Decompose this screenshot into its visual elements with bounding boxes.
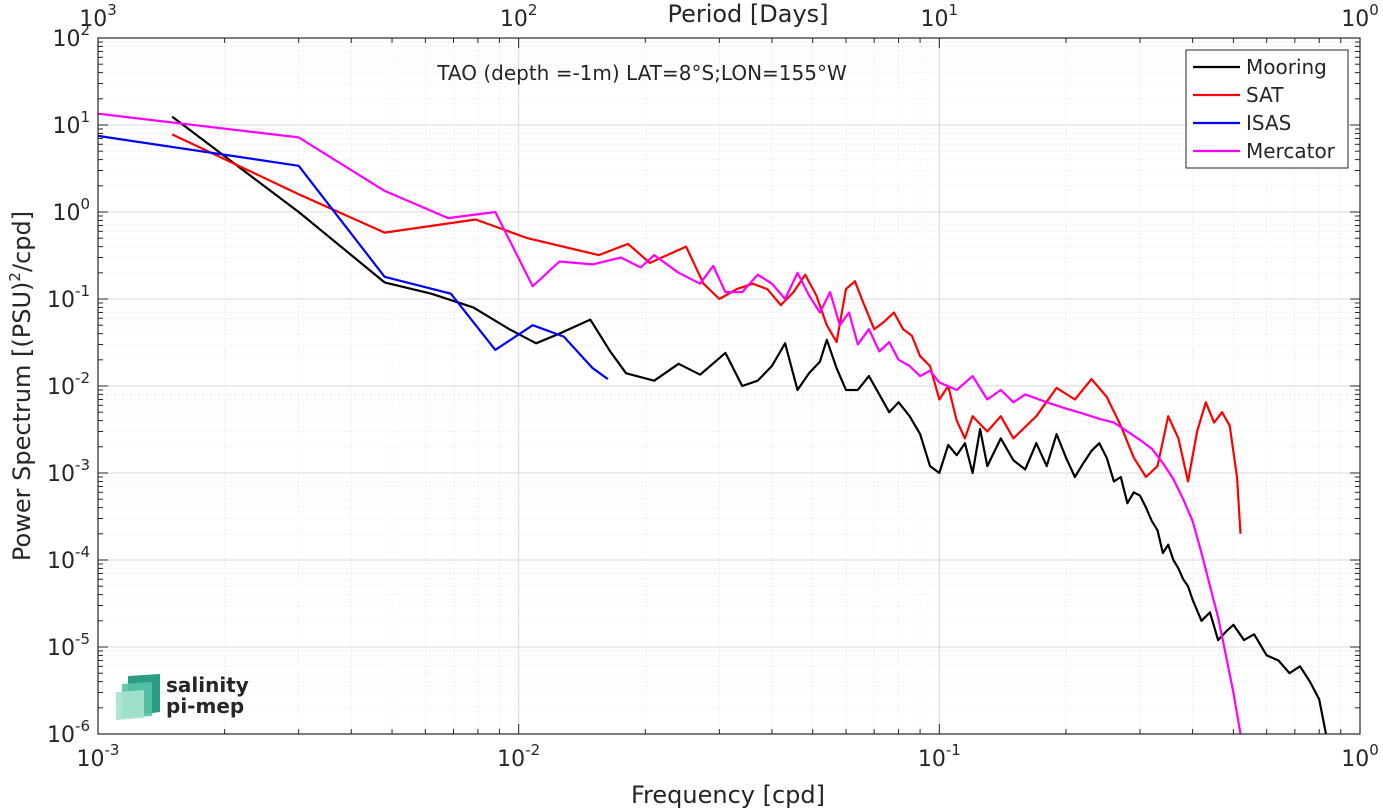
y-tick-label-base: 10 — [47, 375, 75, 400]
legend-box — [1185, 49, 1349, 169]
y-tick-label-exponent: -5 — [75, 630, 90, 648]
y-tick-label-exponent: 0 — [80, 195, 90, 213]
y-tick-label: 101 — [52, 108, 90, 139]
y-tick-label: 10-3 — [47, 456, 90, 487]
logo-text-line2: pi-mep — [166, 694, 244, 718]
top-tick-label: 100 — [1341, 1, 1379, 32]
logo-icon-wave-front — [116, 690, 144, 720]
x-tick-label-exponent: -3 — [105, 741, 120, 759]
y-tick-label-exponent: -6 — [75, 717, 90, 735]
x-tick-label-exponent: 0 — [1369, 741, 1379, 759]
x-tick-label: 100 — [1341, 741, 1379, 772]
y-tick-label: 10-4 — [47, 543, 90, 574]
series-lines — [98, 112, 1328, 734]
chart-annotation: TAO (depth =-1m) LAT=8°S;LON=155°W — [436, 61, 847, 85]
series-line-mercator — [98, 112, 1242, 734]
x-tick-label-base: 10 — [1341, 747, 1369, 772]
y-tick-label-exponent: 1 — [80, 108, 90, 126]
top-tick-label-base: 10 — [1341, 7, 1369, 32]
x-tick-label: 10-1 — [918, 741, 961, 772]
x-tick-label-base: 10 — [77, 747, 105, 772]
y-tick-label-exponent: -3 — [75, 456, 90, 474]
y-tick-label-base: 10 — [47, 549, 75, 574]
top-tick-label-base: 10 — [500, 7, 528, 32]
y-tick-label-base: 10 — [47, 636, 75, 661]
y-tick-label-base: 10 — [52, 27, 80, 52]
y-axis-title: Power Spectrum [(PSU)2/cpd] — [6, 211, 36, 561]
x-tick-label: 10-3 — [77, 741, 120, 772]
top-tick-label-exponent: 3 — [107, 1, 117, 19]
y-tick-label-exponent: -4 — [75, 543, 90, 561]
y-tick-label-exponent: -2 — [75, 369, 90, 387]
top-tick-label: 103 — [79, 1, 117, 32]
y-tick-label-base: 10 — [47, 288, 75, 313]
series-line-sat — [171, 133, 1242, 534]
x-tick-label-exponent: -2 — [525, 741, 540, 759]
logo-text-line1: salinity — [166, 673, 249, 697]
y-tick-label: 10-2 — [47, 369, 90, 400]
salinity-pi-mep-logo: salinity pi-mep — [116, 673, 249, 720]
top-tick-label-base: 10 — [79, 7, 107, 32]
top-tick-label-base: 10 — [921, 7, 949, 32]
top-tick-label-exponent: 1 — [949, 1, 959, 19]
legend-label-mooring: Mooring — [1246, 55, 1327, 79]
x-tick-label-base: 10 — [497, 747, 525, 772]
legend: Mooring SAT ISAS Mercator — [1185, 49, 1349, 169]
x-axis-title: Frequency [cpd] — [631, 781, 825, 809]
y-tick-label-exponent: 2 — [80, 21, 90, 39]
y-tick-label: 10-1 — [47, 282, 90, 313]
legend-label-mercator: Mercator — [1246, 139, 1336, 163]
y-tick-label-base: 10 — [47, 723, 75, 748]
x-tick-label-exponent: -1 — [946, 741, 961, 759]
top-tick-label-exponent: 0 — [1369, 1, 1379, 19]
series-line-isas — [98, 134, 609, 380]
y-tick-label-base: 10 — [52, 201, 80, 226]
y-axis-title-main: Power Spectrum [(PSU) — [8, 282, 36, 561]
y-tick-label: 10-5 — [47, 630, 90, 661]
series-line-mooring — [171, 115, 1328, 734]
x-tick-label: 10-2 — [497, 741, 540, 772]
axis-ticks — [97, 38, 1360, 735]
top-axis-title: Period [Days] — [667, 0, 828, 28]
y-tick-label: 102 — [52, 21, 90, 52]
top-tick-label-exponent: 2 — [528, 1, 538, 19]
top-tick-label: 102 — [500, 1, 538, 32]
x-tick-label-base: 10 — [918, 747, 946, 772]
y-tick-label: 100 — [52, 195, 90, 226]
legend-label-isas: ISAS — [1246, 111, 1291, 135]
top-tick-label: 101 — [921, 1, 959, 32]
y-tick-label-base: 10 — [47, 462, 75, 487]
y-tick-label-base: 10 — [52, 114, 80, 139]
y-axis-title-tail: /cpd] — [8, 211, 36, 272]
y-tick-label-exponent: -1 — [75, 282, 90, 300]
y-tick-label: 10-6 — [47, 717, 90, 748]
legend-label-sat: SAT — [1246, 83, 1284, 107]
y-axis-title-sup: 2 — [6, 272, 24, 282]
